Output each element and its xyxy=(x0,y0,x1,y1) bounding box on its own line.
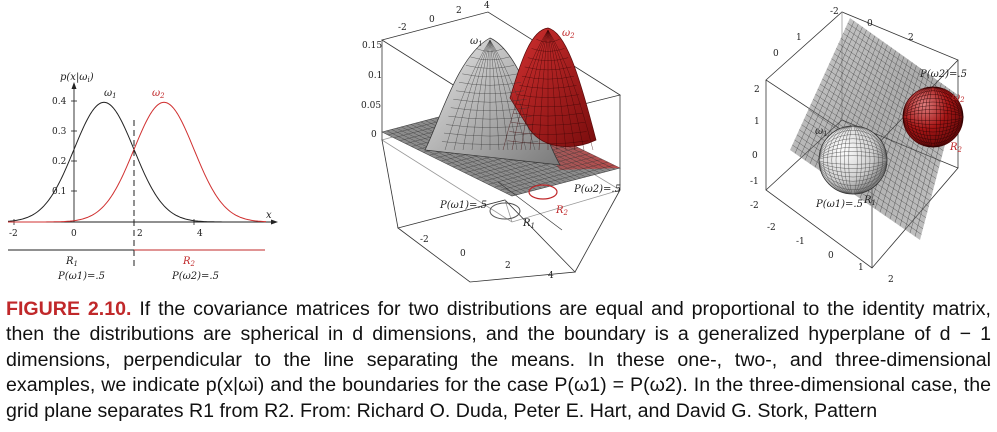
panel-1d: 0.4 0.3 0.2 0.1 -2 0 2 4 p(x|ωi) x ω1 ω2… xyxy=(7,72,278,282)
decision-boundary-line xyxy=(497,181,563,231)
region1-label: R1 xyxy=(863,195,876,207)
back-tick-label: 2 xyxy=(456,6,462,16)
class2-density-curve xyxy=(8,101,266,223)
panel-3d: -2 0 2 1 0 2 1 0 -1 -2 -2 -1 0 1 2 ω1 ω2… xyxy=(750,7,967,285)
bottom-tick-label: -2 xyxy=(767,223,776,233)
class2-hill xyxy=(509,27,597,147)
omega1-label: ω1 xyxy=(104,88,117,100)
region1-label: R1 xyxy=(65,256,78,268)
class2-contour xyxy=(528,184,558,200)
back-tick-label: -2 xyxy=(398,23,407,33)
x-tick-label: 2 xyxy=(137,229,143,239)
omega2-label: ω2 xyxy=(562,28,575,40)
sphere-grid xyxy=(818,86,964,195)
y-axis-arrow-icon xyxy=(71,82,77,89)
left-tick-label: 0 xyxy=(752,151,758,161)
caption-heading: FIGURE 2.10. xyxy=(6,298,132,320)
figure-area: 0.4 0.3 0.2 0.1 -2 0 2 4 p(x|ωi) x ω1 ω2… xyxy=(7,1,967,285)
z-tick-label: 0.05 xyxy=(361,101,381,111)
prior1-label: P(ω1)=.5 xyxy=(57,271,105,282)
top-tick-label: -2 xyxy=(830,7,839,17)
front-tick-label: 2 xyxy=(505,261,511,271)
top-tick-label: 0 xyxy=(867,19,873,29)
front-tick-label: 0 xyxy=(460,249,466,259)
omega1-label: ω1 xyxy=(470,36,483,48)
back-tick-label: 0 xyxy=(429,15,435,25)
x-tick-label: -2 xyxy=(9,229,18,239)
region2-label: R2 xyxy=(182,256,196,268)
left-tick-label: -2 xyxy=(750,201,759,211)
bottom-tick-label: 2 xyxy=(888,275,894,285)
omega2-label: ω2 xyxy=(952,92,965,104)
right-top-tick-label: 1 xyxy=(796,33,802,43)
caption-text: If the covariance matrices for two distr… xyxy=(6,298,991,422)
z-tick-label: 0.15 xyxy=(362,41,382,51)
axis-ticks xyxy=(13,100,195,225)
bottom-tick-label: -1 xyxy=(796,237,805,247)
omega1-label: ω1 xyxy=(815,126,828,138)
prior2-label: P(ω2)=.5 xyxy=(919,69,967,80)
prior1-label: P(ω1)=.5 xyxy=(439,200,487,211)
prior1-label: P(ω1)=.5 xyxy=(815,199,863,210)
y-tick-label: 0.2 xyxy=(52,157,66,167)
class1-contour xyxy=(489,202,521,220)
y-tick-label: 0.1 xyxy=(52,187,66,197)
region1-label: R1 xyxy=(522,218,535,230)
right-top-tick-label: 0 xyxy=(773,49,779,59)
y-tick-label: 0.3 xyxy=(52,127,67,137)
front-tick-label: -2 xyxy=(420,235,429,245)
top-tick-label: 2 xyxy=(908,33,914,43)
class1-sphere xyxy=(818,125,888,195)
panel-2d: 0.15 0.1 0.05 0 -2 0 2 4 -2 0 2 4 ω1 ω2 … xyxy=(361,1,622,283)
y-axis-label: p(x|ωi) xyxy=(60,72,94,84)
x-axis-arrow-icon xyxy=(271,219,278,225)
left-tick-label: -1 xyxy=(750,177,759,187)
figure-svg: 0.4 0.3 0.2 0.1 -2 0 2 4 p(x|ωi) x ω1 ω2… xyxy=(7,1,967,285)
back-tick-label: 4 xyxy=(484,1,490,11)
left-tick-label: 1 xyxy=(754,117,760,127)
omega2-label: ω2 xyxy=(152,88,165,100)
region2-label: R2 xyxy=(949,142,963,154)
y-tick-label: 0.4 xyxy=(52,97,67,107)
prior2-label: P(ω2)=.5 xyxy=(171,271,219,282)
x-axis-label: x xyxy=(266,210,272,221)
z-tick-label: 0.1 xyxy=(368,71,382,81)
class1-density-curve xyxy=(7,101,266,223)
x-tick-label: 4 xyxy=(197,229,203,239)
bottom-tick-label: 1 xyxy=(858,263,864,273)
region2-label: R2 xyxy=(555,205,569,217)
front-tick-label: 4 xyxy=(548,271,554,281)
z-tick-label: 0 xyxy=(371,130,377,140)
prior2-label: P(ω2)=.5 xyxy=(573,184,621,195)
figure-caption: FIGURE 2.10. If the covariance matrices … xyxy=(6,297,991,424)
hill-grid xyxy=(441,29,594,151)
left-tick-label: 2 xyxy=(754,85,760,95)
x-tick-label: 0 xyxy=(71,229,77,239)
bottom-tick-label: 0 xyxy=(828,251,834,261)
